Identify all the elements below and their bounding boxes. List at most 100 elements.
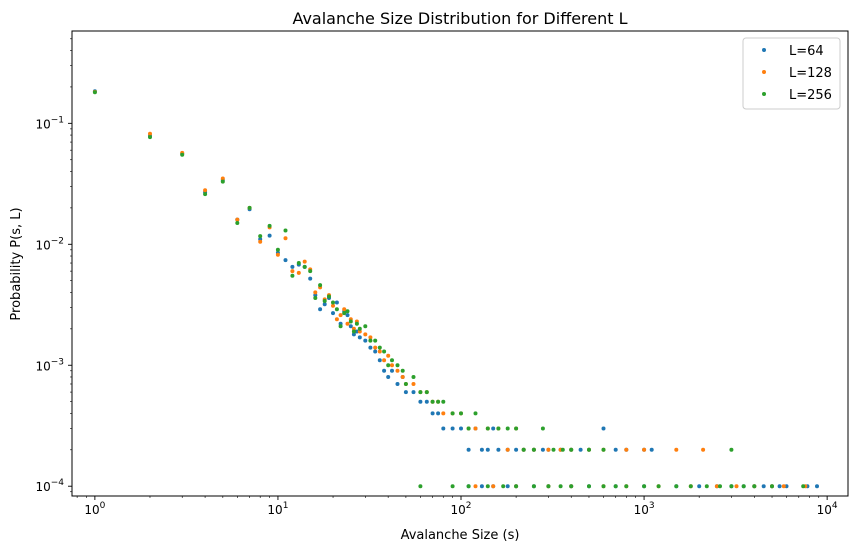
point-series-2-21 <box>338 324 343 329</box>
point-series-2-39 <box>418 390 423 395</box>
point-series-1-1 <box>148 131 152 136</box>
point-series-0-10 <box>283 258 288 263</box>
point-series-2-6 <box>247 205 252 210</box>
point-series-1-47 <box>473 426 478 431</box>
point-series-0-38 <box>411 390 416 395</box>
point-series-1-38 <box>411 382 416 386</box>
point-series-2-35 <box>395 363 400 368</box>
legend-label-0: L=64 <box>789 44 824 59</box>
point-series-1-73 <box>734 484 739 489</box>
point-series-1-62 <box>701 447 706 452</box>
point-series-0-89 <box>815 484 819 489</box>
x-tick-label-4: 104 <box>817 501 838 517</box>
point-series-0-17 <box>322 302 327 307</box>
point-series-0-33 <box>386 375 391 379</box>
point-series-2-10 <box>283 228 288 233</box>
point-series-0-39 <box>418 399 423 404</box>
point-series-0-19 <box>331 311 335 316</box>
point-series-1-23 <box>345 321 350 326</box>
point-series-2-37 <box>403 382 408 386</box>
point-series-0-60 <box>578 447 583 452</box>
point-series-0-86 <box>777 484 782 489</box>
point-series-2-50 <box>505 426 510 431</box>
point-series-2-67 <box>531 484 536 489</box>
point-series-1-54 <box>546 447 551 452</box>
point-series-1-4 <box>220 176 225 181</box>
point-series-2-43 <box>441 399 446 404</box>
point-series-1-7 <box>258 239 263 244</box>
point-series-0-51 <box>496 447 501 452</box>
point-series-0-45 <box>459 426 463 431</box>
point-series-2-73 <box>613 484 618 489</box>
point-series-0-11 <box>290 264 295 269</box>
point-series-1-5 <box>235 217 240 222</box>
point-series-2-54 <box>540 426 545 431</box>
point-series-0-66 <box>649 447 654 452</box>
point-series-2-18 <box>327 294 331 299</box>
point-series-2-65 <box>501 484 506 489</box>
point-series-0-63 <box>613 447 618 452</box>
point-series-0-25 <box>351 332 356 337</box>
point-series-0-20 <box>334 300 339 305</box>
point-series-2-59 <box>601 447 606 452</box>
point-series-1-19 <box>331 303 335 308</box>
point-series-1-33 <box>386 353 391 358</box>
point-series-2-12 <box>296 261 301 265</box>
point-series-0-29 <box>368 345 373 350</box>
point-series-2-17 <box>322 299 327 303</box>
point-series-0-31 <box>377 358 382 363</box>
point-series-2-55 <box>551 447 556 452</box>
point-series-1-3 <box>203 188 208 193</box>
point-series-2-23 <box>345 309 350 314</box>
point-series-1-10 <box>283 236 288 241</box>
point-series-2-3 <box>203 192 208 197</box>
point-series-2-5 <box>235 221 240 225</box>
point-series-2-13 <box>302 264 307 269</box>
point-series-2-8 <box>267 223 272 228</box>
point-series-1-20 <box>334 317 339 322</box>
point-series-2-4 <box>220 179 225 184</box>
point-series-2-31 <box>377 345 382 350</box>
point-series-2-40 <box>424 390 429 395</box>
point-series-0-16 <box>318 307 323 312</box>
point-series-2-45 <box>459 411 463 416</box>
point-series-0-35 <box>395 382 400 386</box>
point-series-1-30 <box>373 345 378 350</box>
point-series-2-28 <box>363 324 368 329</box>
point-series-2-36 <box>400 368 405 373</box>
point-series-1-32 <box>382 358 387 363</box>
point-series-2-71 <box>587 484 591 489</box>
y-tick-label-0: 10−4 <box>35 478 64 494</box>
point-series-1-36 <box>400 375 405 379</box>
legend-label-2: L=256 <box>789 88 832 103</box>
point-series-0-48 <box>479 447 484 452</box>
point-series-1-50 <box>505 447 510 452</box>
point-series-2-49 <box>496 426 501 431</box>
point-series-1-63 <box>473 484 478 489</box>
point-series-2-76 <box>656 484 661 489</box>
point-series-2-20 <box>334 307 339 312</box>
point-series-0-79 <box>697 484 702 489</box>
point-series-2-80 <box>718 484 722 489</box>
point-series-1-64 <box>491 484 496 489</box>
point-series-1-35 <box>395 368 400 373</box>
y-axis: 10−4 10−3 10−2 10−1 <box>35 38 72 494</box>
point-series-2-57 <box>569 447 574 452</box>
point-series-2-0 <box>92 90 97 95</box>
point-series-1-21 <box>338 313 343 318</box>
point-series-2-47 <box>473 411 478 416</box>
y-tick-label-2: 10−2 <box>35 236 64 252</box>
point-series-0-27 <box>357 335 362 340</box>
point-series-2-66 <box>514 484 519 489</box>
point-series-2-15 <box>313 296 318 300</box>
point-series-2-33 <box>386 363 391 368</box>
point-series-0-56 <box>540 447 545 452</box>
point-series-2-48 <box>485 426 490 431</box>
point-series-0-23 <box>345 313 350 318</box>
point-series-2-42 <box>436 399 441 404</box>
point-series-2-51 <box>514 426 519 431</box>
point-series-1-31 <box>377 349 382 354</box>
x-axis-label: Avalanche Size (s) <box>401 528 520 543</box>
point-series-0-43 <box>441 426 446 431</box>
point-series-2-41 <box>430 399 435 404</box>
